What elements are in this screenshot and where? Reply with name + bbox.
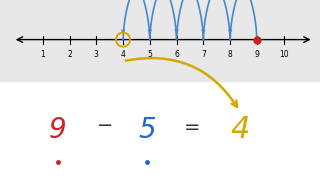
Text: 6: 6: [174, 50, 179, 59]
Text: 10: 10: [279, 50, 288, 59]
Text: 1: 1: [40, 50, 45, 59]
Text: 5: 5: [138, 116, 156, 144]
Text: 4: 4: [121, 50, 125, 59]
Text: 3: 3: [94, 50, 99, 59]
Text: 4: 4: [230, 115, 250, 144]
Text: 9: 9: [49, 116, 67, 144]
Text: 7: 7: [201, 50, 206, 59]
Text: 2: 2: [67, 50, 72, 59]
Bar: [0, 0, 320, 81]
Text: −: −: [97, 116, 114, 136]
Text: 9: 9: [254, 50, 259, 59]
Text: =: =: [184, 118, 200, 137]
Text: 5: 5: [148, 50, 152, 59]
Text: 8: 8: [228, 50, 233, 59]
